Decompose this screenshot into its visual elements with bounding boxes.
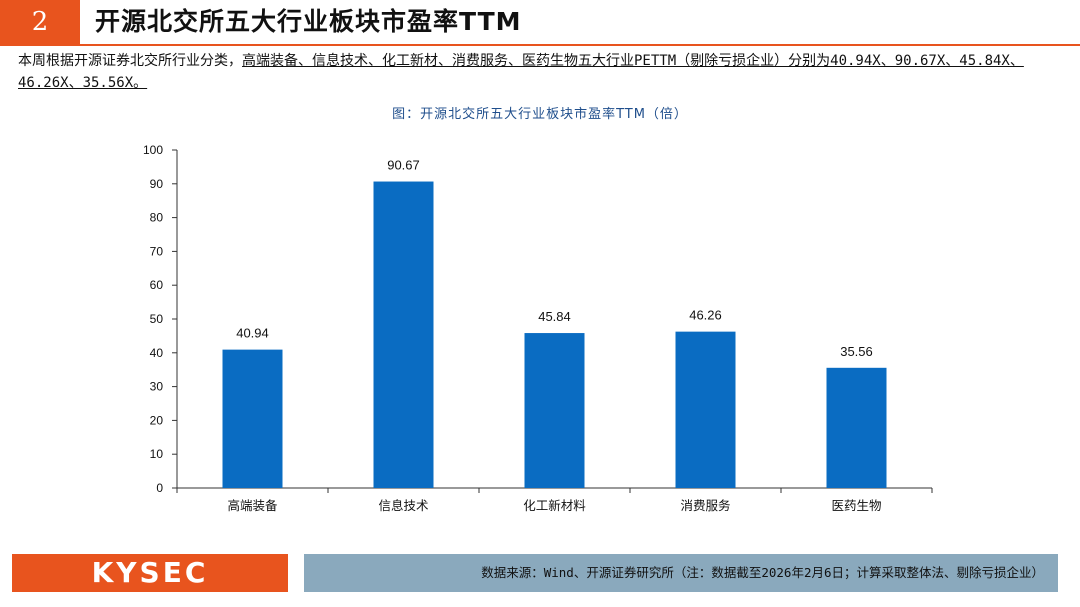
- summary-text: 本周根据开源证券北交所行业分类，高端装备、信息技术、化工新材、消费服务、医药生物…: [18, 50, 1068, 94]
- x-tick-label: 高端装备: [227, 498, 278, 513]
- x-tick-label: 医药生物: [831, 498, 881, 513]
- slide-header: 2 开源北交所五大行业板块市盈率TTM: [0, 0, 1080, 44]
- data-label: 40.94: [236, 326, 269, 341]
- y-tick-label: 30: [150, 380, 164, 394]
- y-tick-label: 60: [150, 278, 164, 292]
- bar: [373, 181, 434, 488]
- data-label: 90.67: [387, 158, 420, 173]
- data-source-note: 数据来源：Wind、开源证券研究所（注：数据截至2026年2月6日；计算采取整体…: [304, 554, 1058, 592]
- y-tick-label: 80: [150, 211, 164, 225]
- y-tick-label: 100: [143, 143, 163, 157]
- x-tick-label: 消费服务: [680, 498, 730, 513]
- bar: [675, 331, 736, 488]
- header-divider: [0, 44, 1080, 46]
- summary-underlined: 高端装备、信息技术、化工新材、消费服务、医药生物五大行业PETTM（剔除亏损企业…: [18, 53, 1024, 91]
- slide-title: 开源北交所五大行业板块市盈率TTM: [95, 7, 522, 36]
- section-number: 2: [0, 0, 80, 44]
- y-tick-label: 70: [150, 244, 164, 258]
- y-tick-label: 20: [150, 413, 164, 427]
- y-tick-label: 90: [150, 177, 164, 191]
- kysec-logo: KYSEC: [12, 554, 288, 592]
- y-tick-label: 10: [150, 447, 164, 461]
- bar: [222, 349, 283, 488]
- bar-chart: 0 10 20 30 40 50 60 70 80 90 100 40.94 高端装备 90.67 信息技术…: [143, 143, 933, 513]
- bar: [524, 333, 585, 488]
- bar: [826, 367, 887, 488]
- chart-caption: 图：开源北交所五大行业板块市盈率TTM（倍）: [392, 107, 688, 122]
- data-label: 45.84: [538, 309, 571, 324]
- data-label: 35.56: [840, 344, 873, 359]
- x-tick-label: 化工新材料: [523, 498, 586, 513]
- y-tick-label: 50: [150, 312, 164, 326]
- y-tick-label: 40: [150, 346, 164, 360]
- summary-prefix: 本周根据开源证券北交所行业分类，: [18, 53, 242, 69]
- x-tick-label: 信息技术: [378, 498, 429, 513]
- y-tick-label: 0: [156, 481, 163, 495]
- data-label: 46.26: [689, 308, 722, 323]
